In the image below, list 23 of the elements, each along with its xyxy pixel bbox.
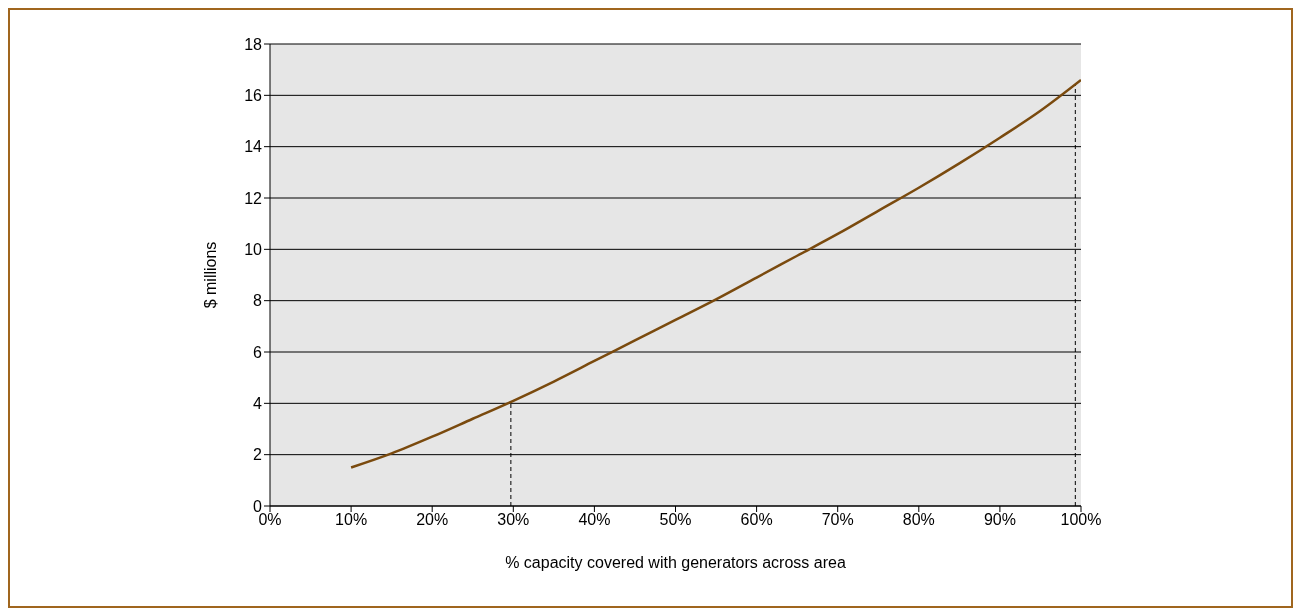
y-tick-label: 10	[244, 241, 263, 259]
y-tick-label: 6	[253, 343, 263, 361]
x-tick-label: 80%	[902, 511, 935, 529]
x-tick-label: 100%	[1060, 511, 1102, 529]
y-tick-label: 8	[253, 292, 263, 310]
x-tick-label: 30%	[497, 511, 530, 529]
x-tick-label: 0%	[258, 511, 282, 529]
y-tick-label: 14	[244, 138, 263, 156]
y-tick-label: 4	[253, 395, 263, 413]
x-tick-label: 90%	[983, 511, 1016, 529]
line-series	[349, 78, 1081, 469]
y-tick-label: 16	[244, 87, 263, 105]
x-tick-label: 10%	[335, 511, 368, 529]
y-tick-label: 12	[244, 189, 263, 207]
x-tick-label: 40%	[578, 511, 611, 529]
y-tick-label: 2	[253, 446, 263, 464]
x-tick-label: 70%	[821, 511, 854, 529]
x-tick-label: 60%	[740, 511, 773, 529]
x-tick-label: 20%	[416, 511, 449, 529]
y-tick-label: 18	[244, 35, 263, 53]
y-axis-title: $ millions	[201, 241, 219, 309]
x-tick-label: 50%	[659, 511, 692, 529]
x-axis-title: % capacity covered with generators across area	[505, 554, 846, 571]
